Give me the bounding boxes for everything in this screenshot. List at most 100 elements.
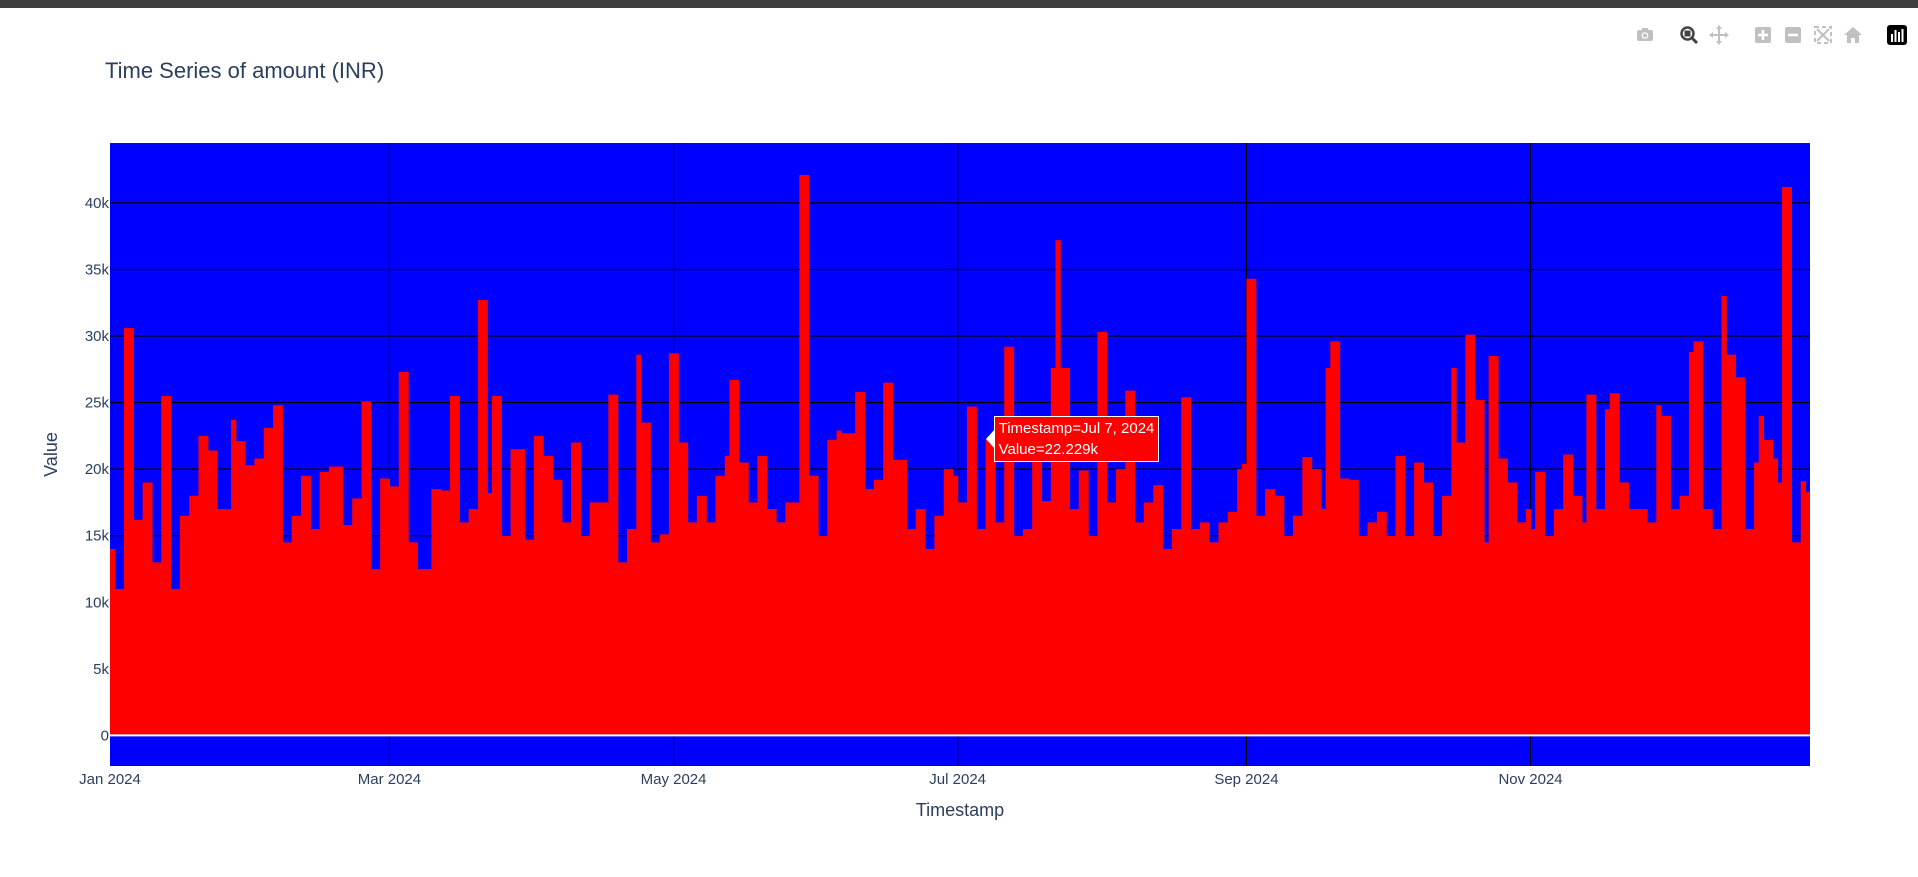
bar[interactable] — [1777, 482, 1783, 736]
bar[interactable] — [994, 522, 1005, 736]
bar[interactable] — [1670, 509, 1681, 736]
bar[interactable] — [766, 509, 777, 736]
bar[interactable] — [1772, 458, 1778, 736]
bar[interactable] — [817, 535, 828, 736]
bar[interactable] — [282, 542, 293, 736]
plotly-logo-icon[interactable] — [1884, 22, 1910, 48]
bar[interactable] — [487, 493, 493, 736]
bar[interactable] — [1791, 542, 1802, 736]
bar[interactable] — [380, 478, 391, 736]
bar[interactable] — [1078, 470, 1089, 736]
bar[interactable] — [1572, 495, 1583, 736]
bar[interactable] — [1339, 478, 1350, 736]
bar[interactable] — [431, 489, 442, 736]
bar[interactable] — [1181, 397, 1192, 736]
bar[interactable] — [1702, 509, 1713, 736]
bar[interactable] — [1619, 482, 1629, 736]
bar[interactable] — [1069, 509, 1080, 736]
bar[interactable] — [1404, 535, 1415, 736]
bar[interactable] — [1209, 542, 1220, 736]
bar[interactable] — [1474, 399, 1485, 736]
bar[interactable] — [738, 462, 749, 736]
bar[interactable] — [1134, 522, 1145, 736]
bar[interactable] — [1763, 439, 1774, 736]
bar[interactable] — [589, 502, 600, 736]
bar[interactable] — [352, 498, 363, 736]
bar[interactable] — [1041, 501, 1052, 736]
bar[interactable] — [142, 482, 153, 736]
bar[interactable] — [552, 479, 563, 736]
bar[interactable] — [198, 435, 209, 736]
bar[interactable] — [757, 455, 768, 736]
bar[interactable] — [1605, 409, 1611, 736]
bar[interactable] — [1679, 495, 1690, 736]
zoom-icon[interactable] — [1676, 22, 1702, 48]
camera-icon[interactable] — [1632, 22, 1658, 48]
bar[interactable] — [170, 588, 181, 736]
bar[interactable] — [1712, 529, 1723, 736]
bar[interactable] — [1451, 367, 1457, 736]
bar[interactable] — [1153, 485, 1164, 736]
bar[interactable] — [1432, 535, 1443, 736]
bar[interactable] — [724, 455, 731, 736]
bar[interactable] — [1483, 542, 1490, 736]
bar[interactable] — [687, 522, 698, 736]
bar[interactable] — [207, 450, 218, 736]
bar[interactable] — [370, 568, 381, 736]
bar[interactable] — [1162, 549, 1173, 736]
bar[interactable] — [1199, 522, 1210, 736]
bar[interactable] — [1442, 495, 1452, 736]
bar[interactable] — [319, 471, 330, 736]
bar[interactable] — [459, 522, 470, 736]
bar[interactable] — [1116, 469, 1126, 736]
bar[interactable] — [608, 394, 619, 736]
bar[interactable] — [729, 379, 740, 736]
bar[interactable] — [1358, 535, 1369, 736]
bar[interactable] — [976, 529, 987, 736]
bar[interactable] — [1190, 529, 1201, 736]
bar[interactable] — [524, 539, 535, 736]
bar[interactable] — [1609, 393, 1620, 736]
bar[interactable] — [678, 442, 689, 736]
bar[interactable] — [1656, 405, 1662, 736]
bar[interactable] — [892, 459, 908, 736]
bar[interactable] — [417, 568, 432, 736]
bar[interactable] — [389, 486, 400, 736]
bar[interactable] — [510, 449, 526, 736]
bar[interactable] — [836, 430, 842, 736]
bar[interactable] — [1553, 509, 1564, 736]
bar[interactable] — [636, 354, 642, 736]
bar[interactable] — [659, 534, 670, 736]
bar[interactable] — [273, 405, 283, 736]
bar[interactable] — [1386, 535, 1397, 736]
bar[interactable] — [883, 382, 894, 736]
bar[interactable] — [934, 515, 945, 736]
zoom-in-icon[interactable] — [1750, 22, 1776, 48]
bar[interactable] — [1758, 415, 1765, 736]
bar[interactable] — [1320, 509, 1327, 736]
bar[interactable] — [114, 588, 125, 736]
pan-icon[interactable] — [1706, 22, 1732, 48]
bar[interactable] — [133, 519, 144, 736]
home-icon[interactable] — [1840, 22, 1866, 48]
bar[interactable] — [1227, 511, 1238, 736]
bar[interactable] — [1004, 346, 1015, 736]
bar[interactable] — [342, 525, 353, 736]
bar[interactable] — [1060, 367, 1071, 736]
bar[interactable] — [328, 466, 344, 736]
bar[interactable] — [477, 300, 488, 736]
bar[interactable] — [561, 522, 572, 736]
bar[interactable] — [1800, 481, 1806, 736]
bar[interactable] — [1586, 394, 1597, 736]
bar[interactable] — [450, 395, 460, 736]
bar[interactable] — [1274, 495, 1285, 736]
bar[interactable] — [1516, 522, 1527, 736]
bar[interactable] — [1143, 502, 1154, 736]
bar[interactable] — [543, 455, 554, 736]
bar[interactable] — [1330, 341, 1341, 736]
bar[interactable] — [617, 562, 628, 736]
bar[interactable] — [1646, 522, 1657, 736]
bar[interactable] — [1325, 367, 1331, 736]
bar[interactable] — [491, 395, 502, 736]
